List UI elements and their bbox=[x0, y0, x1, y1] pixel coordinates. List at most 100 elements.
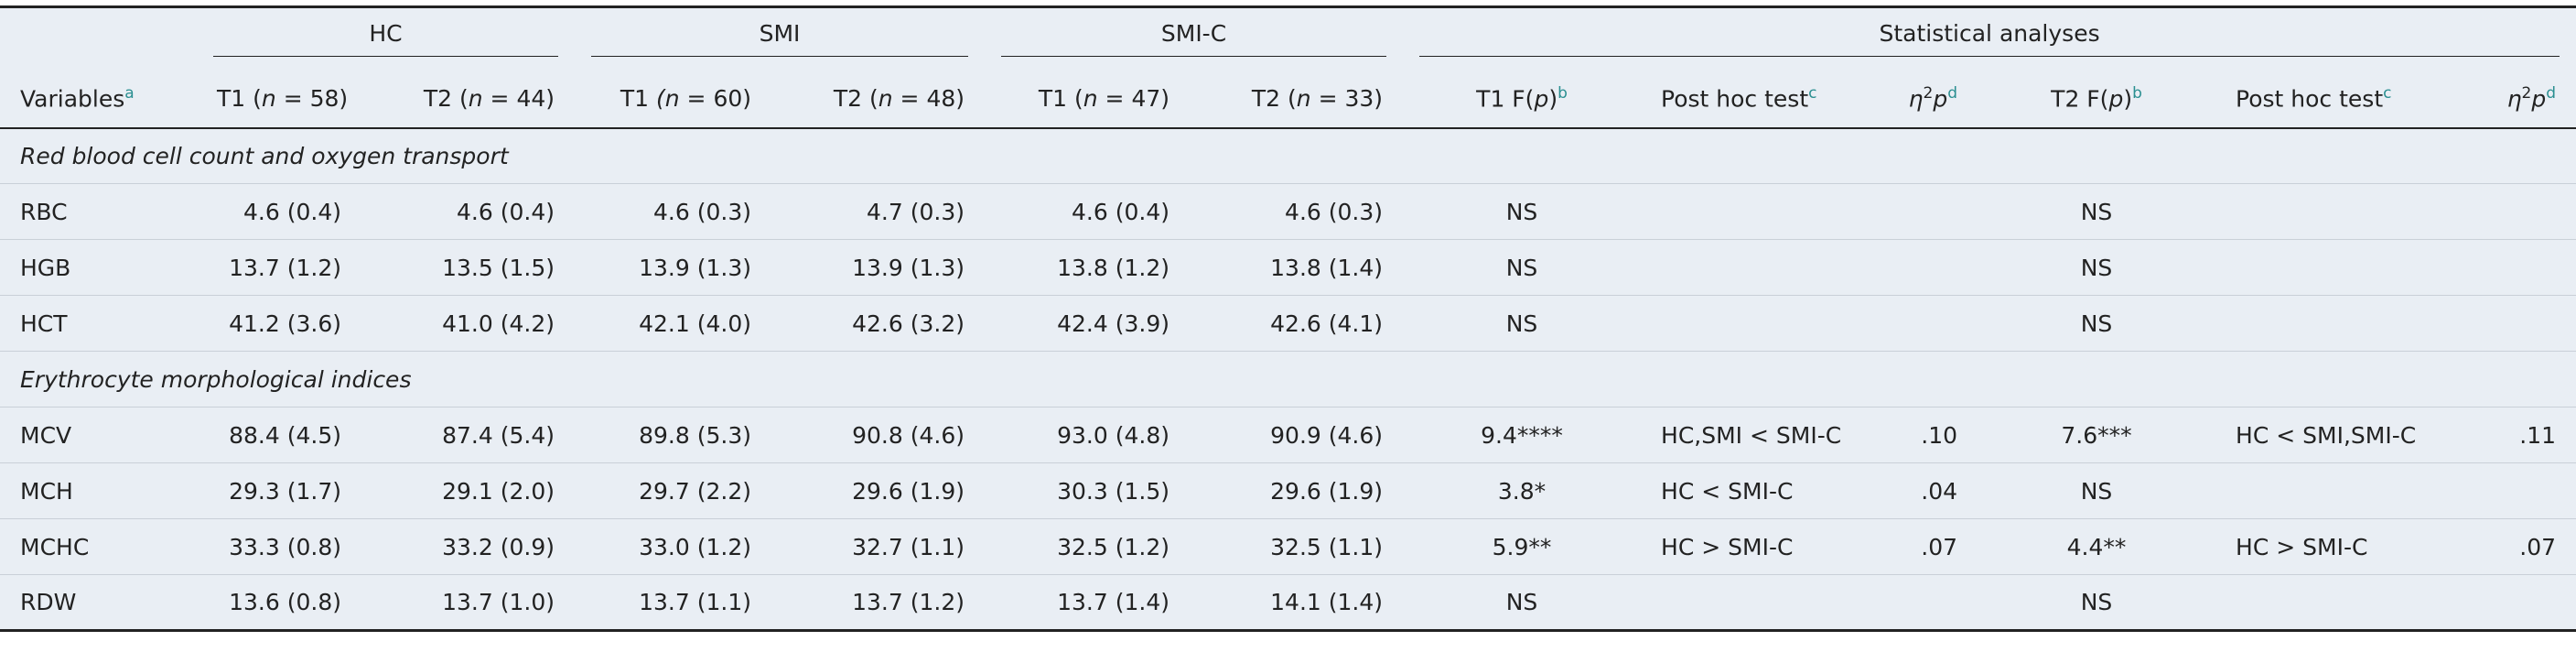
value-cell: 33.3 (0.8) bbox=[229, 533, 341, 560]
value-cell: 88.4 (4.5) bbox=[229, 421, 341, 449]
column-header: T1 F(p)b bbox=[1476, 83, 1568, 113]
value-cell: HC < SMI,SMI-C bbox=[2236, 421, 2417, 449]
value-cell: .10 bbox=[1921, 421, 1958, 449]
value-cell: HC < SMI-C bbox=[1661, 477, 1794, 505]
value-cell: 42.6 (3.2) bbox=[852, 310, 965, 337]
value-cell bbox=[1870, 296, 1978, 352]
value-cell: 89.8 (5.3) bbox=[639, 421, 752, 449]
value-cell: 90.9 (4.6) bbox=[1270, 421, 1384, 449]
column-header: T1 (n = 60) bbox=[620, 84, 752, 112]
value-cell: 4.6 (0.4) bbox=[1072, 198, 1170, 225]
value-cell: HC,SMI < SMI-C bbox=[1661, 421, 1842, 449]
value-cell: 4.6 (0.4) bbox=[243, 198, 341, 225]
data-table: HC SMI SMI-C Statistical analyses Variab… bbox=[0, 5, 2576, 632]
column-header: η2pd bbox=[2506, 83, 2557, 113]
variable-cell: RDW bbox=[20, 589, 77, 615]
value-cell: 13.8 (1.4) bbox=[1270, 254, 1384, 281]
group-header: SMI bbox=[575, 7, 985, 70]
value-cell bbox=[2478, 184, 2576, 240]
variable-cell: MCH bbox=[20, 477, 73, 505]
value-cell bbox=[2478, 240, 2576, 296]
column-header: η2pd bbox=[1908, 83, 1958, 113]
value-cell: NS bbox=[2080, 589, 2113, 615]
value-cell bbox=[2215, 296, 2478, 352]
value-cell: HC > SMI-C bbox=[2236, 533, 2368, 560]
group-header: Statistical analyses bbox=[1403, 7, 2576, 70]
group-header: SMI-C bbox=[985, 7, 1403, 70]
value-cell: 29.7 (2.2) bbox=[639, 477, 752, 505]
value-cell: 13.9 (1.3) bbox=[639, 254, 752, 281]
table-header: HC SMI SMI-C Statistical analyses Variab… bbox=[0, 6, 2576, 128]
value-cell: 29.6 (1.9) bbox=[852, 477, 965, 505]
value-cell bbox=[2215, 240, 2478, 296]
value-cell: 87.4 (5.4) bbox=[442, 421, 555, 449]
value-cell: NS bbox=[1505, 198, 1538, 225]
value-cell bbox=[1641, 184, 1870, 240]
value-cell: 30.3 (1.5) bbox=[1057, 477, 1170, 505]
value-cell: NS bbox=[2080, 310, 2113, 337]
value-cell: 42.4 (3.9) bbox=[1057, 310, 1170, 337]
variable-cell: MCHC bbox=[20, 533, 90, 560]
value-cell: 32.7 (1.1) bbox=[852, 533, 965, 560]
variable-cell: HGB bbox=[20, 254, 71, 281]
value-cell: NS bbox=[1505, 310, 1538, 337]
value-cell: 29.1 (2.0) bbox=[442, 477, 555, 505]
column-header: Variablesa bbox=[20, 83, 135, 113]
value-cell: 29.3 (1.7) bbox=[229, 477, 341, 505]
value-cell bbox=[2215, 184, 2478, 240]
value-cell: 42.6 (4.1) bbox=[1270, 310, 1384, 337]
value-cell: NS bbox=[2080, 254, 2113, 281]
column-header: T2 (n = 44) bbox=[423, 84, 555, 112]
data-row: MCHC 33.3 (0.8) 33.2 (0.9) 33.0 (1.2) 32.7 (… bbox=[0, 519, 2576, 575]
value-cell: 13.7 (1.1) bbox=[639, 589, 752, 615]
value-cell: 13.7 (1.0) bbox=[442, 589, 555, 615]
value-cell: 4.6 (0.3) bbox=[653, 198, 752, 225]
value-cell: 4.6 (0.4) bbox=[457, 198, 555, 225]
value-cell: NS bbox=[1505, 254, 1538, 281]
column-header: T2 (n = 48) bbox=[833, 84, 965, 112]
value-cell bbox=[1870, 184, 1978, 240]
value-cell: .07 bbox=[1921, 533, 1958, 560]
value-cell: 42.1 (4.0) bbox=[639, 310, 752, 337]
data-row: HCT 41.2 (3.6) 41.0 (4.2) 42.1 (4.0) 42.6 (3… bbox=[0, 296, 2576, 352]
value-cell: NS bbox=[2080, 198, 2113, 225]
value-cell: 33.2 (0.9) bbox=[442, 533, 555, 560]
value-cell bbox=[1870, 240, 1978, 296]
value-cell: 4.6 (0.3) bbox=[1285, 198, 1384, 225]
data-row: MCV 88.4 (4.5) 87.4 (5.4) 89.8 (5.3) 90.8 (4… bbox=[0, 408, 2576, 463]
data-row: RBC 4.6 (0.4) 4.6 (0.4) 4.6 (0.3) 4.7 (0.3) 4… bbox=[0, 184, 2576, 240]
value-cell: 13.7 (1.2) bbox=[852, 589, 965, 615]
value-cell: NS bbox=[2080, 477, 2113, 505]
value-cell bbox=[1870, 575, 1978, 631]
value-cell: 13.9 (1.3) bbox=[852, 254, 965, 281]
value-cell: 33.0 (1.2) bbox=[639, 533, 752, 560]
value-cell: 4.4** bbox=[2066, 533, 2127, 560]
variable-cell: MCV bbox=[20, 421, 72, 449]
value-cell: 90.8 (4.6) bbox=[852, 421, 965, 449]
value-cell: 41.0 (4.2) bbox=[442, 310, 555, 337]
value-cell: 13.7 (1.2) bbox=[229, 254, 341, 281]
value-cell: 32.5 (1.1) bbox=[1270, 533, 1384, 560]
value-cell: NS bbox=[1505, 589, 1538, 615]
value-cell bbox=[2478, 463, 2576, 519]
value-cell bbox=[1641, 240, 1870, 296]
column-header: T2 (n = 33) bbox=[1251, 84, 1384, 112]
value-cell: 4.7 (0.3) bbox=[867, 198, 965, 225]
column-header: T1 (n = 58) bbox=[217, 84, 349, 112]
value-cell: 13.7 (1.4) bbox=[1057, 589, 1170, 615]
value-cell: 14.1 (1.4) bbox=[1270, 589, 1384, 615]
value-cell bbox=[2215, 575, 2478, 631]
value-cell: 13.8 (1.2) bbox=[1057, 254, 1170, 281]
section-row: Red blood cell count and oxygen transpor… bbox=[0, 128, 2576, 184]
section-title: Erythrocyte morphological indices bbox=[20, 365, 412, 393]
variable-cell: HCT bbox=[20, 310, 68, 337]
variable-cell: RBC bbox=[20, 198, 68, 225]
value-cell: 29.6 (1.9) bbox=[1270, 477, 1384, 505]
page: HC SMI SMI-C Statistical analyses Variab… bbox=[0, 5, 2576, 652]
value-cell bbox=[1641, 296, 1870, 352]
value-cell bbox=[2478, 296, 2576, 352]
column-header: Post hoc testc bbox=[1661, 83, 1817, 113]
table-body: Red blood cell count and oxygen transpor… bbox=[0, 128, 2576, 631]
data-row: RDW 13.6 (0.8) 13.7 (1.0) 13.7 (1.1) 13.7 (1… bbox=[0, 575, 2576, 631]
section-title: Red blood cell count and oxygen transpor… bbox=[20, 142, 509, 169]
